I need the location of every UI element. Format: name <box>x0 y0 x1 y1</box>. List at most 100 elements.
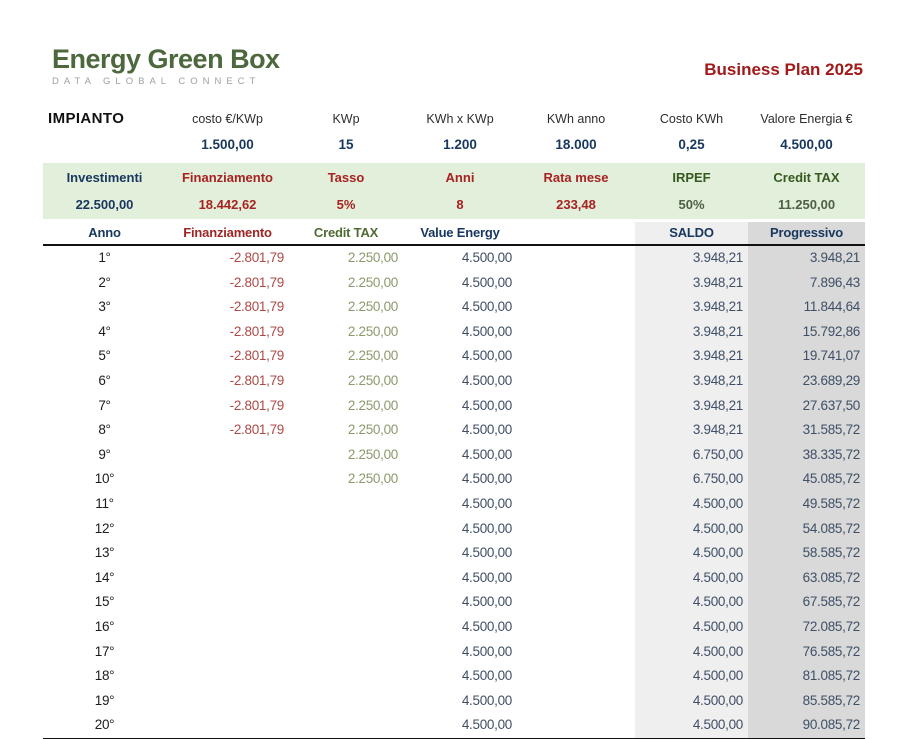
cell-value-energy: 4.500,00 <box>461 569 512 585</box>
cell-credit-tax <box>289 541 403 566</box>
cell-credit-tax <box>289 517 403 542</box>
investimenti-labels-row: Investimenti Finanziamento Tasso Anni Ra… <box>43 164 865 191</box>
header-credit-tax: Credit TAX <box>313 225 379 240</box>
cell-spacer <box>517 418 635 443</box>
cell-progressivo: 49.585,72 <box>748 491 865 517</box>
cell-spacer <box>517 492 635 517</box>
col-label-kwh-x-kwp: KWh x KWp <box>426 112 494 126</box>
value-valore-energia: 4.500,00 <box>780 137 833 152</box>
cell-value-energy: 4.500,00 <box>461 422 512 438</box>
value-kwp: 15 <box>338 137 354 152</box>
cell-anno: 12° <box>94 520 115 536</box>
value-costo-kwp: 1.500,00 <box>201 137 254 152</box>
cell-anno: 2° <box>98 274 111 290</box>
table-row: 9° 2.250,00 4.500,00 6.750,00 38.335,72 <box>43 442 865 468</box>
table-row: 20° 4.500,00 4.500,00 90.085,72 <box>43 713 865 738</box>
cell-finanziamento <box>166 566 289 591</box>
cell-progressivo: 31.585,72 <box>748 418 865 443</box>
header-finanziamento: Finanziamento <box>183 225 272 240</box>
label-anni: Anni <box>445 170 475 185</box>
cell-value-energy: 4.500,00 <box>461 348 512 364</box>
cell-value-energy: 4.500,00 <box>461 668 512 684</box>
cell-anno: 10° <box>94 471 115 487</box>
table-row: 17° 4.500,00 4.500,00 76.585,72 <box>43 639 865 665</box>
label-credit-tax: Credit TAX <box>773 170 840 185</box>
impianto-spacer <box>43 133 166 159</box>
cell-anno: 17° <box>94 643 115 659</box>
cell-saldo: 3.948,21 <box>635 418 748 443</box>
cell-credit-tax <box>289 689 403 714</box>
cell-credit-tax <box>289 713 403 738</box>
cell-anno: 3° <box>98 299 111 315</box>
value-rata-mese: 233,48 <box>556 197 596 212</box>
cell-saldo: 4.500,00 <box>635 614 748 640</box>
cell-finanziamento <box>166 590 289 615</box>
cell-credit-tax <box>289 664 403 689</box>
cell-value-energy: 4.500,00 <box>461 594 512 610</box>
table-row: 15° 4.500,00 4.500,00 67.585,72 <box>43 590 865 615</box>
cell-spacer <box>517 689 635 714</box>
cell-value-energy: 4.500,00 <box>461 274 512 290</box>
cell-value-energy: 4.500,00 <box>461 717 512 733</box>
cell-value-energy: 4.500,00 <box>461 299 512 315</box>
cell-value-energy: 4.500,00 <box>461 446 512 462</box>
cell-saldo: 3.948,21 <box>635 368 748 394</box>
cell-progressivo: 23.689,29 <box>748 368 865 394</box>
cell-credit-tax: 2.250,00 <box>347 422 398 438</box>
cell-value-energy: 4.500,00 <box>461 372 512 388</box>
cell-saldo: 4.500,00 <box>635 491 748 517</box>
cell-progressivo: 90.085,72 <box>748 713 865 738</box>
cell-saldo: 4.500,00 <box>635 541 748 566</box>
cell-finanziamento: -2.801,79 <box>229 274 285 290</box>
cell-saldo: 4.500,00 <box>635 565 748 591</box>
cell-spacer <box>517 566 635 591</box>
cell-spacer <box>517 590 635 615</box>
table-row: 13° 4.500,00 4.500,00 58.585,72 <box>43 541 865 566</box>
cell-value-energy: 4.500,00 <box>461 471 512 487</box>
cell-spacer <box>517 320 635 345</box>
cell-progressivo: 19.741,07 <box>748 344 865 369</box>
cell-value-energy: 4.500,00 <box>461 545 512 561</box>
cell-anno: 16° <box>94 618 115 634</box>
logo-tagline: DATA GLOBAL CONNECT <box>52 76 261 87</box>
col-label-costo-kwp: costo €/KWp <box>192 112 263 126</box>
cell-credit-tax: 2.250,00 <box>347 274 398 290</box>
cell-finanziamento <box>166 640 289 665</box>
cell-saldo: 3.948,21 <box>635 270 748 296</box>
cell-anno: 7° <box>98 397 111 413</box>
cell-finanziamento <box>166 713 289 738</box>
table-row: 18° 4.500,00 4.500,00 81.085,72 <box>43 664 865 689</box>
cell-saldo: 3.948,21 <box>635 246 748 271</box>
cell-anno: 15° <box>94 594 115 610</box>
cell-credit-tax <box>289 640 403 665</box>
logo: Energy Green Box DATA GLOBAL CONNECT <box>52 44 280 87</box>
table-row: 19° 4.500,00 4.500,00 85.585,72 <box>43 688 865 714</box>
cell-credit-tax: 2.250,00 <box>347 471 398 487</box>
cell-spacer <box>517 517 635 542</box>
header-saldo: SALDO <box>635 222 748 244</box>
cell-finanziamento: -2.801,79 <box>229 397 285 413</box>
cell-progressivo: 63.085,72 <box>748 565 865 591</box>
impianto-labels-row: IMPIANTO costo €/KWp KWp KWh x KWp KWh a… <box>43 105 865 133</box>
value-tasso: 5% <box>336 197 356 212</box>
cell-saldo: 4.500,00 <box>635 639 748 665</box>
header-anno: Anno <box>88 225 121 240</box>
table-row: 12° 4.500,00 4.500,00 54.085,72 <box>43 516 865 542</box>
cell-saldo: 3.948,21 <box>635 393 748 419</box>
cell-spacer <box>517 271 635 296</box>
cell-credit-tax: 2.250,00 <box>347 250 398 265</box>
cell-saldo: 3.948,21 <box>635 344 748 369</box>
table-row: 7° -2.801,79 2.250,00 4.500,00 3.948,21 … <box>43 393 865 419</box>
label-investimenti: Investimenti <box>66 170 143 185</box>
investimenti-band: Investimenti Finanziamento Tasso Anni Ra… <box>43 163 865 219</box>
cell-progressivo: 38.335,72 <box>748 442 865 468</box>
cell-progressivo: 58.585,72 <box>748 541 865 566</box>
col-label-kwp: KWp <box>332 112 360 126</box>
cell-anno: 5° <box>98 348 111 364</box>
header-value-energy: Value Energy <box>420 225 500 240</box>
cell-progressivo: 3.948,21 <box>748 246 865 271</box>
value-costo-kwh: 0,25 <box>678 137 705 152</box>
cell-finanziamento <box>166 541 289 566</box>
value-irpef: 50% <box>678 197 705 212</box>
